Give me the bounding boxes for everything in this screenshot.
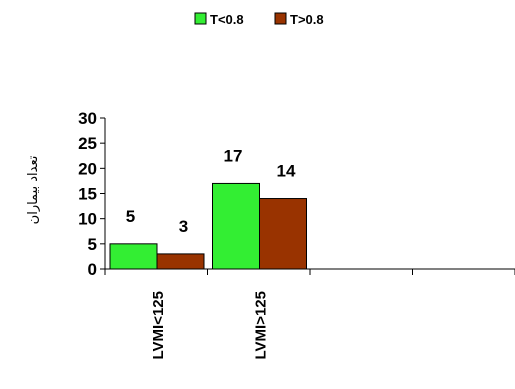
category-labels: LVMI<125 LVMI>125 [150, 291, 270, 360]
category-label: LVMI<125 [150, 291, 167, 360]
data-labels: 5 17 3 14 [126, 146, 296, 235]
y-tick-label: 10 [78, 210, 97, 229]
y-tick-label: 20 [78, 159, 97, 178]
legend-swatch-series-2 [274, 12, 287, 25]
y-axis-ticks: 0 5 10 15 20 25 30 [78, 109, 105, 279]
legend-label-series-2: T>0.8 [290, 12, 324, 27]
data-label: 3 [179, 217, 188, 236]
data-label: 14 [277, 162, 296, 181]
bars [109, 182, 307, 270]
x-axis-ticks [104, 269, 515, 275]
legend: T<0.8 T>0.8 [194, 12, 324, 27]
y-tick-label: 0 [88, 260, 97, 279]
category-label: LVMI>125 [253, 291, 270, 360]
y-tick-label: 5 [88, 235, 97, 254]
legend-label-series-1: T<0.8 [210, 12, 244, 27]
y-tick-label: 15 [78, 185, 97, 204]
bar-1-1 [109, 243, 158, 270]
bar-2-1 [156, 253, 205, 270]
bar-1-2 [212, 182, 260, 270]
data-label: 5 [126, 207, 135, 226]
y-tick-label: 30 [78, 109, 97, 128]
legend-swatch-series-1 [194, 12, 207, 25]
bar-2-2 [259, 198, 307, 270]
y-tick-label: 25 [78, 134, 97, 153]
y-axis-title: تعداد بیماران [26, 155, 41, 224]
data-label: 17 [224, 146, 243, 165]
